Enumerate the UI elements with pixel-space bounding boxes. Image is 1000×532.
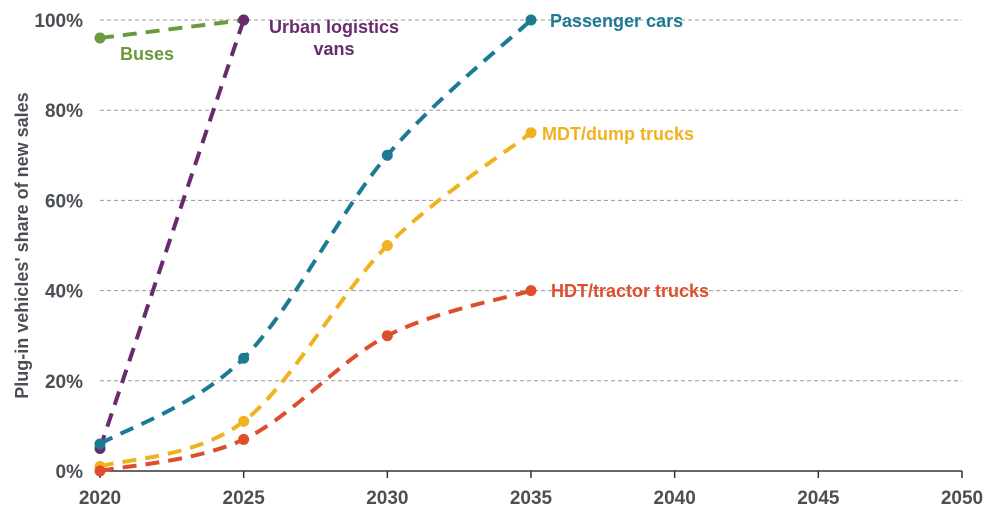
data-point-hdt-tractor-trucks bbox=[94, 465, 106, 477]
x-tick-label: 2045 bbox=[797, 488, 840, 509]
y-axis-title: Plug-in vehicles' share of new sales bbox=[12, 92, 32, 398]
axes: Plug-in vehicles' share of new sales bbox=[12, 92, 962, 472]
series-points bbox=[94, 14, 537, 477]
y-tick-label: 100% bbox=[34, 11, 83, 32]
y-tick-label: 80% bbox=[45, 101, 83, 122]
data-point-hdt-tractor-trucks bbox=[381, 330, 393, 342]
series-label-mdt-dump-trucks: MDT/dump trucks bbox=[542, 124, 694, 144]
series-line-buses bbox=[99, 18, 244, 41]
series-label-hdt-tractor-trucks: HDT/tractor trucks bbox=[551, 281, 709, 301]
x-tick-label: 2020 bbox=[79, 488, 121, 509]
x-tick-label: 2040 bbox=[654, 488, 696, 509]
y-tick-label: 20% bbox=[45, 372, 83, 393]
series-label-buses: Buses bbox=[120, 44, 174, 64]
data-point-passenger-cars bbox=[238, 352, 250, 364]
series-line-passenger-cars bbox=[98, 18, 533, 446]
series-label-urban-logistics-vans: Urban logistics vans bbox=[269, 17, 399, 59]
series-label-passenger-cars: Passenger cars bbox=[550, 11, 683, 31]
grid-lines bbox=[100, 19, 962, 382]
data-point-passenger-cars bbox=[94, 438, 106, 450]
y-tick-label: 0% bbox=[56, 462, 84, 483]
data-point-urban-logistics-vans bbox=[238, 14, 250, 26]
y-tick-label: 40% bbox=[45, 282, 83, 303]
series-line-mdt-dump-trucks bbox=[99, 131, 533, 469]
series-lines bbox=[98, 18, 533, 473]
data-point-buses bbox=[94, 32, 106, 44]
series-line-urban-logistics-vans bbox=[98, 19, 246, 450]
data-point-hdt-tractor-trucks bbox=[238, 433, 250, 445]
x-tick-label: 2030 bbox=[366, 488, 408, 509]
x-tick-label: 2050 bbox=[941, 488, 983, 509]
data-point-mdt-dump-trucks bbox=[238, 415, 250, 427]
data-point-passenger-cars bbox=[525, 14, 537, 26]
x-tick-labels: 2020 2025 2030 2035 2040 2045 2050 bbox=[79, 471, 983, 509]
series-labels: Buses Urban logistics vans Passenger cars MD… bbox=[120, 11, 709, 301]
series-line-hdt-tractor-trucks bbox=[99, 288, 532, 473]
data-point-mdt-dump-trucks bbox=[525, 127, 537, 139]
data-point-passenger-cars bbox=[381, 149, 393, 161]
y-tick-label: 60% bbox=[45, 191, 83, 212]
data-point-mdt-dump-trucks bbox=[381, 240, 393, 251]
x-tick-label: 2035 bbox=[510, 488, 553, 509]
data-point-hdt-tractor-trucks bbox=[525, 285, 537, 297]
y-tick-labels: 0% 20% 40% 60% 80% 100% bbox=[34, 11, 83, 483]
x-tick-label: 2025 bbox=[223, 488, 266, 509]
